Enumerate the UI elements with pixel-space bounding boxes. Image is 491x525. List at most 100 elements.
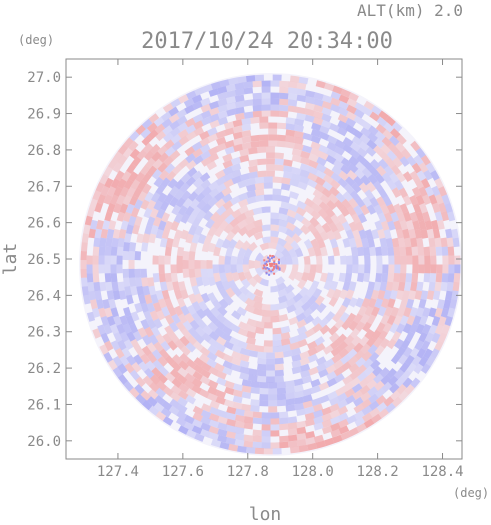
radar-cell xyxy=(329,238,339,249)
radar-cell xyxy=(293,299,304,310)
radar-cell xyxy=(234,414,245,423)
radar-cell xyxy=(266,376,275,383)
radar-cell xyxy=(345,117,357,128)
radar-cell xyxy=(366,336,377,348)
radar-cell xyxy=(294,124,304,133)
radar-cell xyxy=(337,340,349,352)
radar-cell xyxy=(116,323,126,335)
radar-cell xyxy=(223,223,234,234)
radar-cell xyxy=(243,248,253,258)
radar-cell xyxy=(215,320,226,331)
radar-cell xyxy=(335,192,346,203)
radar-cell xyxy=(135,376,146,388)
radar-cell xyxy=(305,96,315,105)
radar-cell xyxy=(278,313,289,322)
radar-cell xyxy=(428,281,436,292)
radar-cell xyxy=(239,353,250,362)
radar-cell xyxy=(103,166,113,177)
radar-cell xyxy=(285,386,295,394)
radar-cell xyxy=(418,162,429,173)
radar-cell xyxy=(367,237,375,248)
radar-cell xyxy=(319,125,330,135)
radar-cell xyxy=(453,273,461,283)
radar-cell xyxy=(357,371,368,382)
radar-cell xyxy=(302,145,313,154)
radar-cell xyxy=(363,246,371,256)
radar-cell xyxy=(345,289,355,300)
radar-cell xyxy=(154,395,166,406)
radar-cell xyxy=(191,384,202,395)
radar-cell xyxy=(96,299,104,310)
radar-center-speckle xyxy=(262,267,265,270)
radar-cell xyxy=(404,384,415,395)
radar-cell xyxy=(310,280,320,291)
radar-cell xyxy=(307,347,318,357)
radar-cell xyxy=(399,246,407,256)
radar-cell xyxy=(272,333,282,341)
radar-cell xyxy=(217,116,228,126)
radar-cell xyxy=(200,260,207,269)
radar-cell xyxy=(261,236,271,244)
radar-cell xyxy=(164,355,176,366)
radar-cell xyxy=(362,106,373,117)
radar-cell xyxy=(435,246,443,256)
radar-cell xyxy=(387,298,396,309)
radar-cell xyxy=(360,343,371,354)
radar-cell xyxy=(451,290,459,301)
radar-cell xyxy=(243,271,253,281)
radar-cell xyxy=(418,255,425,265)
radar-cell xyxy=(223,207,234,218)
radar-cell xyxy=(134,268,142,278)
radar-cell xyxy=(400,338,411,350)
radar-cell xyxy=(158,220,167,231)
radar-cell xyxy=(297,181,308,191)
radar-cell xyxy=(337,405,349,416)
radar-cell xyxy=(209,406,220,416)
radar-cell xyxy=(343,334,355,346)
radar-cell xyxy=(349,370,360,381)
radar-cell xyxy=(303,264,311,274)
radar-center-speckle xyxy=(272,267,275,270)
radar-cell xyxy=(362,412,373,423)
radar-cell xyxy=(315,169,327,180)
radar-cell xyxy=(287,81,298,89)
radar-cell xyxy=(330,172,342,183)
radar-cell xyxy=(93,281,101,292)
radar-cell xyxy=(371,289,380,300)
radar-cell xyxy=(157,373,168,384)
radar-cell xyxy=(252,301,263,310)
radar-cell xyxy=(278,225,288,234)
y-tick-label: 26.6 xyxy=(27,216,61,232)
radar-cell xyxy=(284,284,295,294)
radar-cell xyxy=(328,222,339,233)
radar-cell xyxy=(114,170,125,181)
radar-cell xyxy=(232,137,243,146)
radar-cell xyxy=(188,225,198,236)
radar-cell xyxy=(244,222,256,232)
radar-cell xyxy=(146,122,158,133)
radar-cell xyxy=(321,113,332,123)
radar-cell xyxy=(300,369,311,379)
radar-cell xyxy=(352,264,359,274)
radar-cell xyxy=(345,176,356,187)
radar-cell xyxy=(241,142,252,150)
radar-cell xyxy=(303,204,315,215)
radar-cell xyxy=(180,172,191,184)
radar-cell xyxy=(386,338,397,350)
radar-cell xyxy=(380,338,390,349)
radar-cell xyxy=(103,194,113,205)
radar-cell xyxy=(412,315,422,326)
radar-cell xyxy=(211,299,222,310)
radar-cell xyxy=(200,110,212,120)
radar-cell xyxy=(207,127,218,137)
radar-cell xyxy=(294,396,304,405)
radar-cell xyxy=(422,307,431,318)
radar-cell xyxy=(161,306,171,317)
radar-cell xyxy=(188,293,198,304)
radar-cell xyxy=(164,163,176,174)
radar-cell xyxy=(156,310,166,321)
radar-cell xyxy=(232,401,243,410)
radar-cell xyxy=(208,314,219,325)
radar-cell xyxy=(279,441,289,449)
radar-cell xyxy=(198,300,208,312)
